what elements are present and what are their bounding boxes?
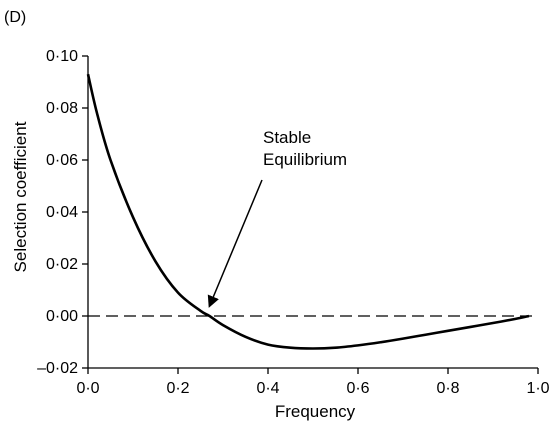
x-tick-label: 0·4 bbox=[256, 380, 279, 397]
x-tick-label: 0·0 bbox=[76, 380, 99, 397]
annotation-text: Stable Equilibrium bbox=[263, 128, 347, 169]
x-axis-title: Frequency bbox=[275, 402, 356, 421]
annotation-line-2: Equilibrium bbox=[263, 150, 347, 169]
y-tick-label: 0·10 bbox=[46, 48, 78, 65]
x-tick-label: 0·6 bbox=[346, 380, 369, 397]
selection-curve bbox=[86, 73, 530, 350]
annotation-line-1: Stable bbox=[263, 128, 311, 147]
annotation-stable-equilibrium: Stable Equilibrium bbox=[207, 128, 347, 308]
plot-area: –0·02 0·00 0·02 0·04 0·06 0·08 0·10 0·0 0·2 0·4 0·… bbox=[37, 48, 550, 397]
y-axis-title: Selection coefficient bbox=[11, 121, 30, 272]
y-tick-label: 0·00 bbox=[46, 308, 78, 325]
y-tick-label: –0·02 bbox=[37, 360, 78, 377]
y-tick-label: 0·06 bbox=[46, 152, 78, 169]
y-tick-label: 0·02 bbox=[46, 256, 78, 273]
x-tick-label: 0·8 bbox=[436, 380, 459, 397]
panel-label: (D) bbox=[4, 9, 26, 26]
y-tick-label: 0·04 bbox=[46, 204, 78, 221]
x-tick-label: 0·2 bbox=[166, 380, 189, 397]
x-tick-label: 1·0 bbox=[526, 380, 549, 397]
annotation-arrow bbox=[207, 179, 263, 308]
y-tick-label: 0·08 bbox=[46, 100, 78, 117]
